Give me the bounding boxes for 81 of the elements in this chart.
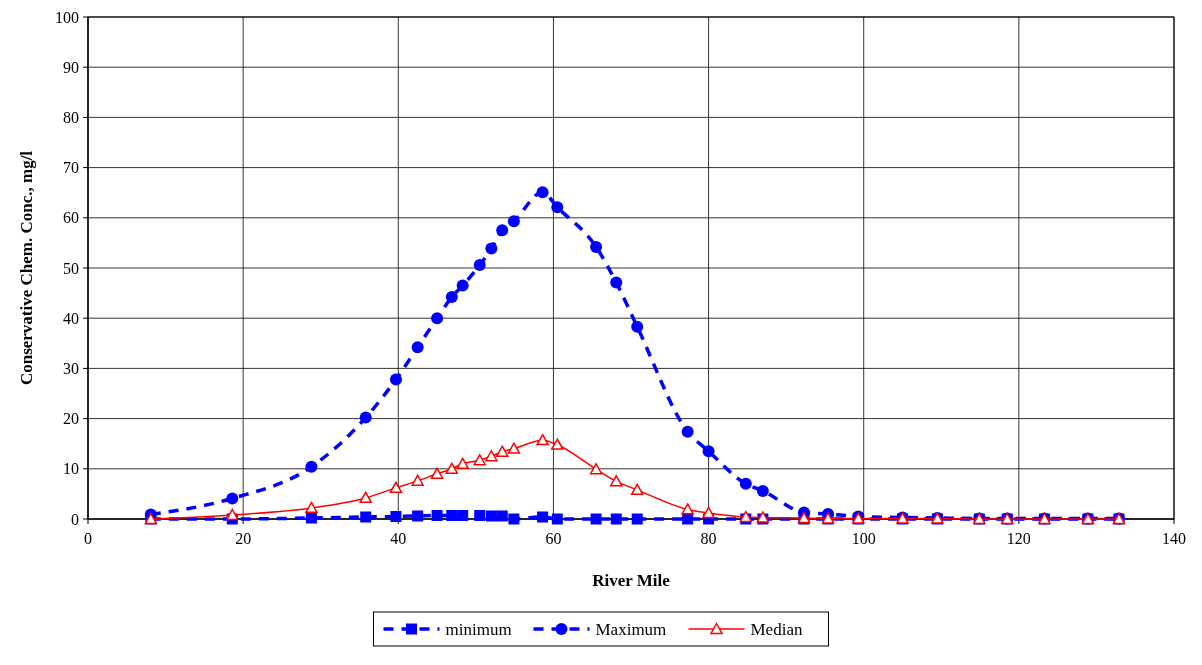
legend-label: Maximum [595, 619, 667, 639]
point [305, 501, 318, 514]
point [473, 454, 486, 466]
point [610, 276, 623, 289]
point [631, 320, 644, 333]
point [360, 511, 372, 523]
point [537, 511, 549, 523]
point [681, 425, 694, 438]
x-tick-label: 80 [700, 530, 717, 547]
y-axis-title: Conservative Chem. Conc., mg/l [17, 150, 36, 386]
point [431, 509, 443, 521]
x-tick-label: 0 [84, 530, 92, 547]
y-tick-label: 100 [55, 8, 79, 26]
point [359, 411, 372, 424]
point [739, 477, 752, 490]
y-tick-label: 80 [63, 109, 79, 126]
point [610, 475, 623, 487]
point [389, 481, 403, 494]
point [590, 513, 602, 525]
x-tick-label: 120 [1006, 530, 1031, 547]
x-tick-label: 60 [545, 530, 562, 547]
point [390, 510, 402, 522]
y-tick-label: 90 [63, 58, 79, 76]
point [590, 240, 603, 253]
point [473, 258, 486, 271]
point [359, 491, 372, 504]
point [551, 513, 563, 525]
point [551, 201, 564, 214]
point [610, 513, 622, 525]
point [589, 463, 603, 475]
point [457, 509, 469, 521]
legend-label: Median [750, 619, 803, 639]
point [226, 492, 239, 505]
point [412, 510, 424, 522]
point [536, 433, 549, 446]
point [445, 291, 458, 304]
point [551, 438, 564, 450]
point [445, 462, 459, 474]
point [485, 450, 498, 462]
point [485, 242, 498, 255]
point [507, 215, 520, 228]
y-tick-label: 50 [63, 259, 79, 277]
x-tick-label: 100 [851, 530, 876, 547]
legend-label: minimum [445, 619, 512, 639]
x-tick-label: 140 [1162, 530, 1186, 547]
point [631, 513, 643, 525]
point [305, 460, 318, 473]
point [508, 513, 520, 525]
point [485, 510, 497, 522]
point [226, 508, 239, 521]
point [456, 457, 469, 469]
point [389, 373, 402, 386]
point [536, 186, 549, 199]
y-tick-label: 40 [63, 309, 79, 327]
x-tick-label: 40 [390, 530, 407, 547]
y-tick-label: 70 [63, 159, 79, 177]
point [411, 341, 424, 354]
y-tick-label: 30 [63, 360, 79, 377]
point [496, 224, 509, 237]
y-tick-label: 10 [63, 460, 79, 478]
x-axis-title: River Mile [592, 571, 671, 590]
y-tick-label: 60 [63, 209, 79, 227]
point [474, 509, 486, 521]
y-tick-label: 0 [71, 510, 79, 528]
point [496, 510, 508, 522]
point [431, 312, 444, 325]
point [682, 513, 694, 525]
point [430, 467, 444, 479]
point [495, 445, 509, 457]
point [305, 512, 317, 524]
point [446, 509, 458, 521]
x-tick-label: 20 [235, 530, 252, 547]
point [630, 483, 644, 496]
point [681, 503, 694, 515]
y-tick-label: 20 [63, 410, 79, 428]
point [411, 474, 424, 486]
point [507, 442, 521, 454]
point [756, 484, 769, 497]
point [702, 506, 715, 519]
point [702, 445, 715, 458]
point [456, 279, 469, 292]
